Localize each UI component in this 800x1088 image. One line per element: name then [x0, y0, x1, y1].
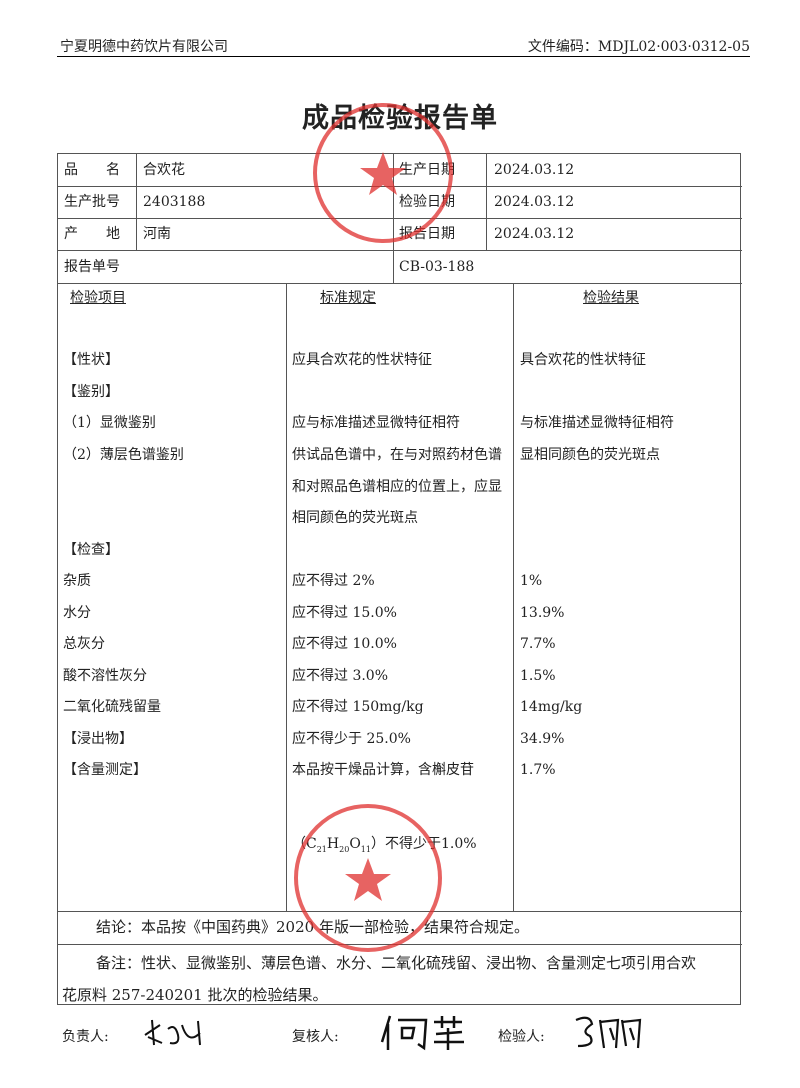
name-label: 品 名: [64, 162, 120, 178]
report-no-label: 报告单号: [64, 259, 120, 275]
row-standard: 应不得过 10.0%: [292, 636, 397, 652]
reviewer-label: 复核人:: [292, 1029, 339, 1045]
row-standard: 应不得过 150mg/kg: [292, 699, 424, 715]
row-standard: 应不得过 2%: [292, 573, 375, 589]
formula-text: （C21H20O11）不得少于1.0%: [292, 836, 477, 854]
column-header-result: 检验结果: [583, 290, 639, 306]
page-title: 成品检验报告单: [302, 103, 498, 134]
row-standard: 和对照品色谱相应的位置上，应显: [292, 479, 502, 495]
row-item: （1）显微鉴别: [63, 415, 156, 431]
row-result: 14mg/kg: [520, 699, 583, 715]
company-name: 宁夏明德中药饮片有限公司: [60, 39, 228, 55]
prod-date-label: 生产日期: [399, 162, 455, 178]
row-item: 总灰分: [63, 636, 105, 652]
test-date-label: 检验日期: [399, 194, 455, 210]
row-standard: 应与标准描述显微特征相符: [292, 415, 460, 431]
row-standard: 相同颜色的荧光斑点: [292, 510, 418, 526]
row-standard: 供试品色谱中，在与对照药材色谱: [292, 447, 502, 463]
row-standard: 本品按干燥品计算，含槲皮苷: [292, 762, 474, 778]
row-item: 杂质: [63, 573, 91, 589]
conclusion: 结论：本品按《中国药典》2020 年版一部检验，结果符合规定。: [96, 918, 529, 936]
reviewer-signature: [380, 1015, 464, 1051]
row-item: 水分: [63, 605, 91, 621]
row-result: 1.5%: [520, 668, 556, 684]
notes-line-2: 花原料 257-240201 批次的检验结果。: [62, 986, 328, 1004]
row-item: 【检查】: [63, 542, 119, 558]
row-result: 与标准描述显微特征相符: [520, 415, 674, 431]
column-header-standard: 标准规定: [320, 290, 376, 306]
prod-date-value: 2024.03.12: [494, 162, 575, 178]
row-result: 1.7%: [520, 762, 556, 778]
row-standard: 应不得过 15.0%: [292, 605, 397, 621]
row-item: 【鉴别】: [63, 384, 119, 400]
row-result: 13.9%: [520, 605, 565, 621]
row-result: 34.9%: [520, 731, 565, 747]
row-item: 【性状】: [63, 352, 119, 368]
origin-label: 产 地: [64, 226, 120, 242]
responsible-label: 负责人:: [62, 1029, 109, 1045]
origin-value: 河南: [143, 226, 171, 242]
report-date-value: 2024.03.12: [494, 226, 575, 242]
report-table: 品 名 合欢花 生产日期 2024.03.12 生产批号 2403188 检验日…: [57, 153, 742, 1005]
row-standard: 应不得过 3.0%: [292, 668, 389, 684]
test-date-value: 2024.03.12: [494, 194, 575, 210]
row-item: （2）薄层色谱鉴别: [63, 447, 184, 463]
row-result: 显相同颜色的荧光斑点: [520, 447, 660, 463]
row-item: 【含量测定】: [63, 762, 147, 778]
row-result: 7.7%: [520, 636, 556, 652]
column-header-item: 检验项目: [70, 290, 126, 306]
batch-value: 2403188: [143, 194, 206, 210]
inspector-signature: [575, 1016, 642, 1049]
row-standard: 应不得少于 25.0%: [292, 731, 411, 747]
header-rule: [57, 56, 750, 57]
responsible-signature: [144, 1019, 201, 1046]
row-item: 【浸出物】: [63, 731, 133, 747]
row-standard: 应具合欢花的性状特征: [292, 352, 432, 368]
report-date-label: 报告日期: [399, 226, 455, 242]
inspector-label: 检验人:: [498, 1029, 545, 1045]
row-result: 具合欢花的性状特征: [520, 352, 646, 368]
row-item: 酸不溶性灰分: [63, 668, 147, 684]
row-result: 1%: [520, 573, 543, 589]
report-no-value: CB-03-188: [399, 259, 475, 275]
document-code: 文件编码：MDJL02·003·0312-05: [527, 39, 750, 55]
batch-label: 生产批号: [64, 194, 120, 210]
row-item: 二氧化硫残留量: [63, 699, 161, 715]
name-value: 合欢花: [143, 162, 185, 178]
notes-line-1: 备注：性状、显微鉴别、薄层色谱、水分、二氧化硫残留、浸出物、含量测定七项引用合欢: [96, 954, 697, 972]
